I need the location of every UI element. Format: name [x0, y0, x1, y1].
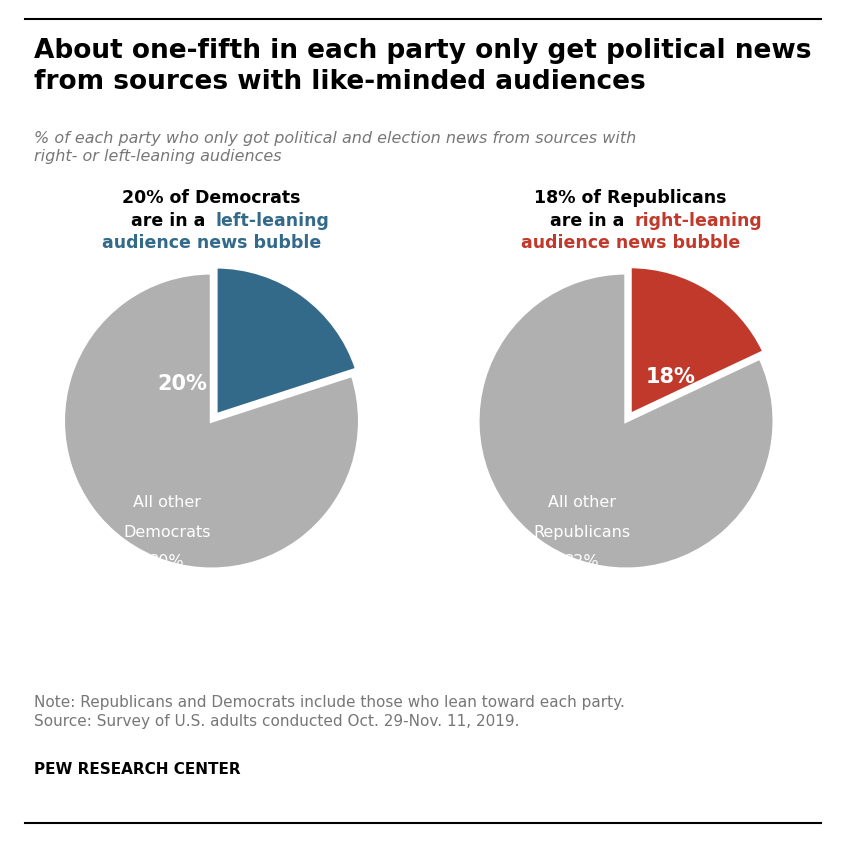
Text: 82%: 82% — [563, 554, 600, 569]
Text: 18%: 18% — [645, 366, 695, 386]
Text: 20%: 20% — [157, 374, 206, 394]
Text: are in a: are in a — [131, 212, 212, 230]
Text: Note: Republicans and Democrats include those who lean toward each party.: Note: Republicans and Democrats include … — [34, 695, 624, 710]
Text: About one-fifth in each party only get political news
from sources with like-min: About one-fifth in each party only get p… — [34, 38, 811, 95]
Text: PEW RESEARCH CENTER: PEW RESEARCH CENTER — [34, 762, 240, 777]
Text: % of each party who only got political and election news from sources with
right: % of each party who only got political a… — [34, 131, 636, 164]
Wedge shape — [630, 267, 764, 415]
Text: 18% of Republicans: 18% of Republicans — [534, 189, 727, 207]
Text: right-leaning: right-leaning — [634, 212, 762, 230]
Text: All other: All other — [133, 495, 201, 510]
Wedge shape — [63, 273, 360, 569]
Text: Democrats: Democrats — [124, 525, 211, 540]
Text: audience news bubble: audience news bubble — [520, 234, 740, 252]
Wedge shape — [216, 267, 357, 415]
Text: 80%: 80% — [149, 554, 185, 569]
Text: All other: All other — [547, 495, 616, 510]
Text: are in a: are in a — [550, 212, 630, 230]
Text: Source: Survey of U.S. adults conducted Oct. 29-Nov. 11, 2019.: Source: Survey of U.S. adults conducted … — [34, 714, 519, 729]
Text: Republicans: Republicans — [533, 525, 630, 540]
Text: left-leaning: left-leaning — [216, 212, 330, 230]
Text: audience news bubble: audience news bubble — [102, 234, 321, 252]
Text: 20% of Democrats: 20% of Democrats — [123, 189, 300, 207]
Wedge shape — [478, 273, 774, 569]
